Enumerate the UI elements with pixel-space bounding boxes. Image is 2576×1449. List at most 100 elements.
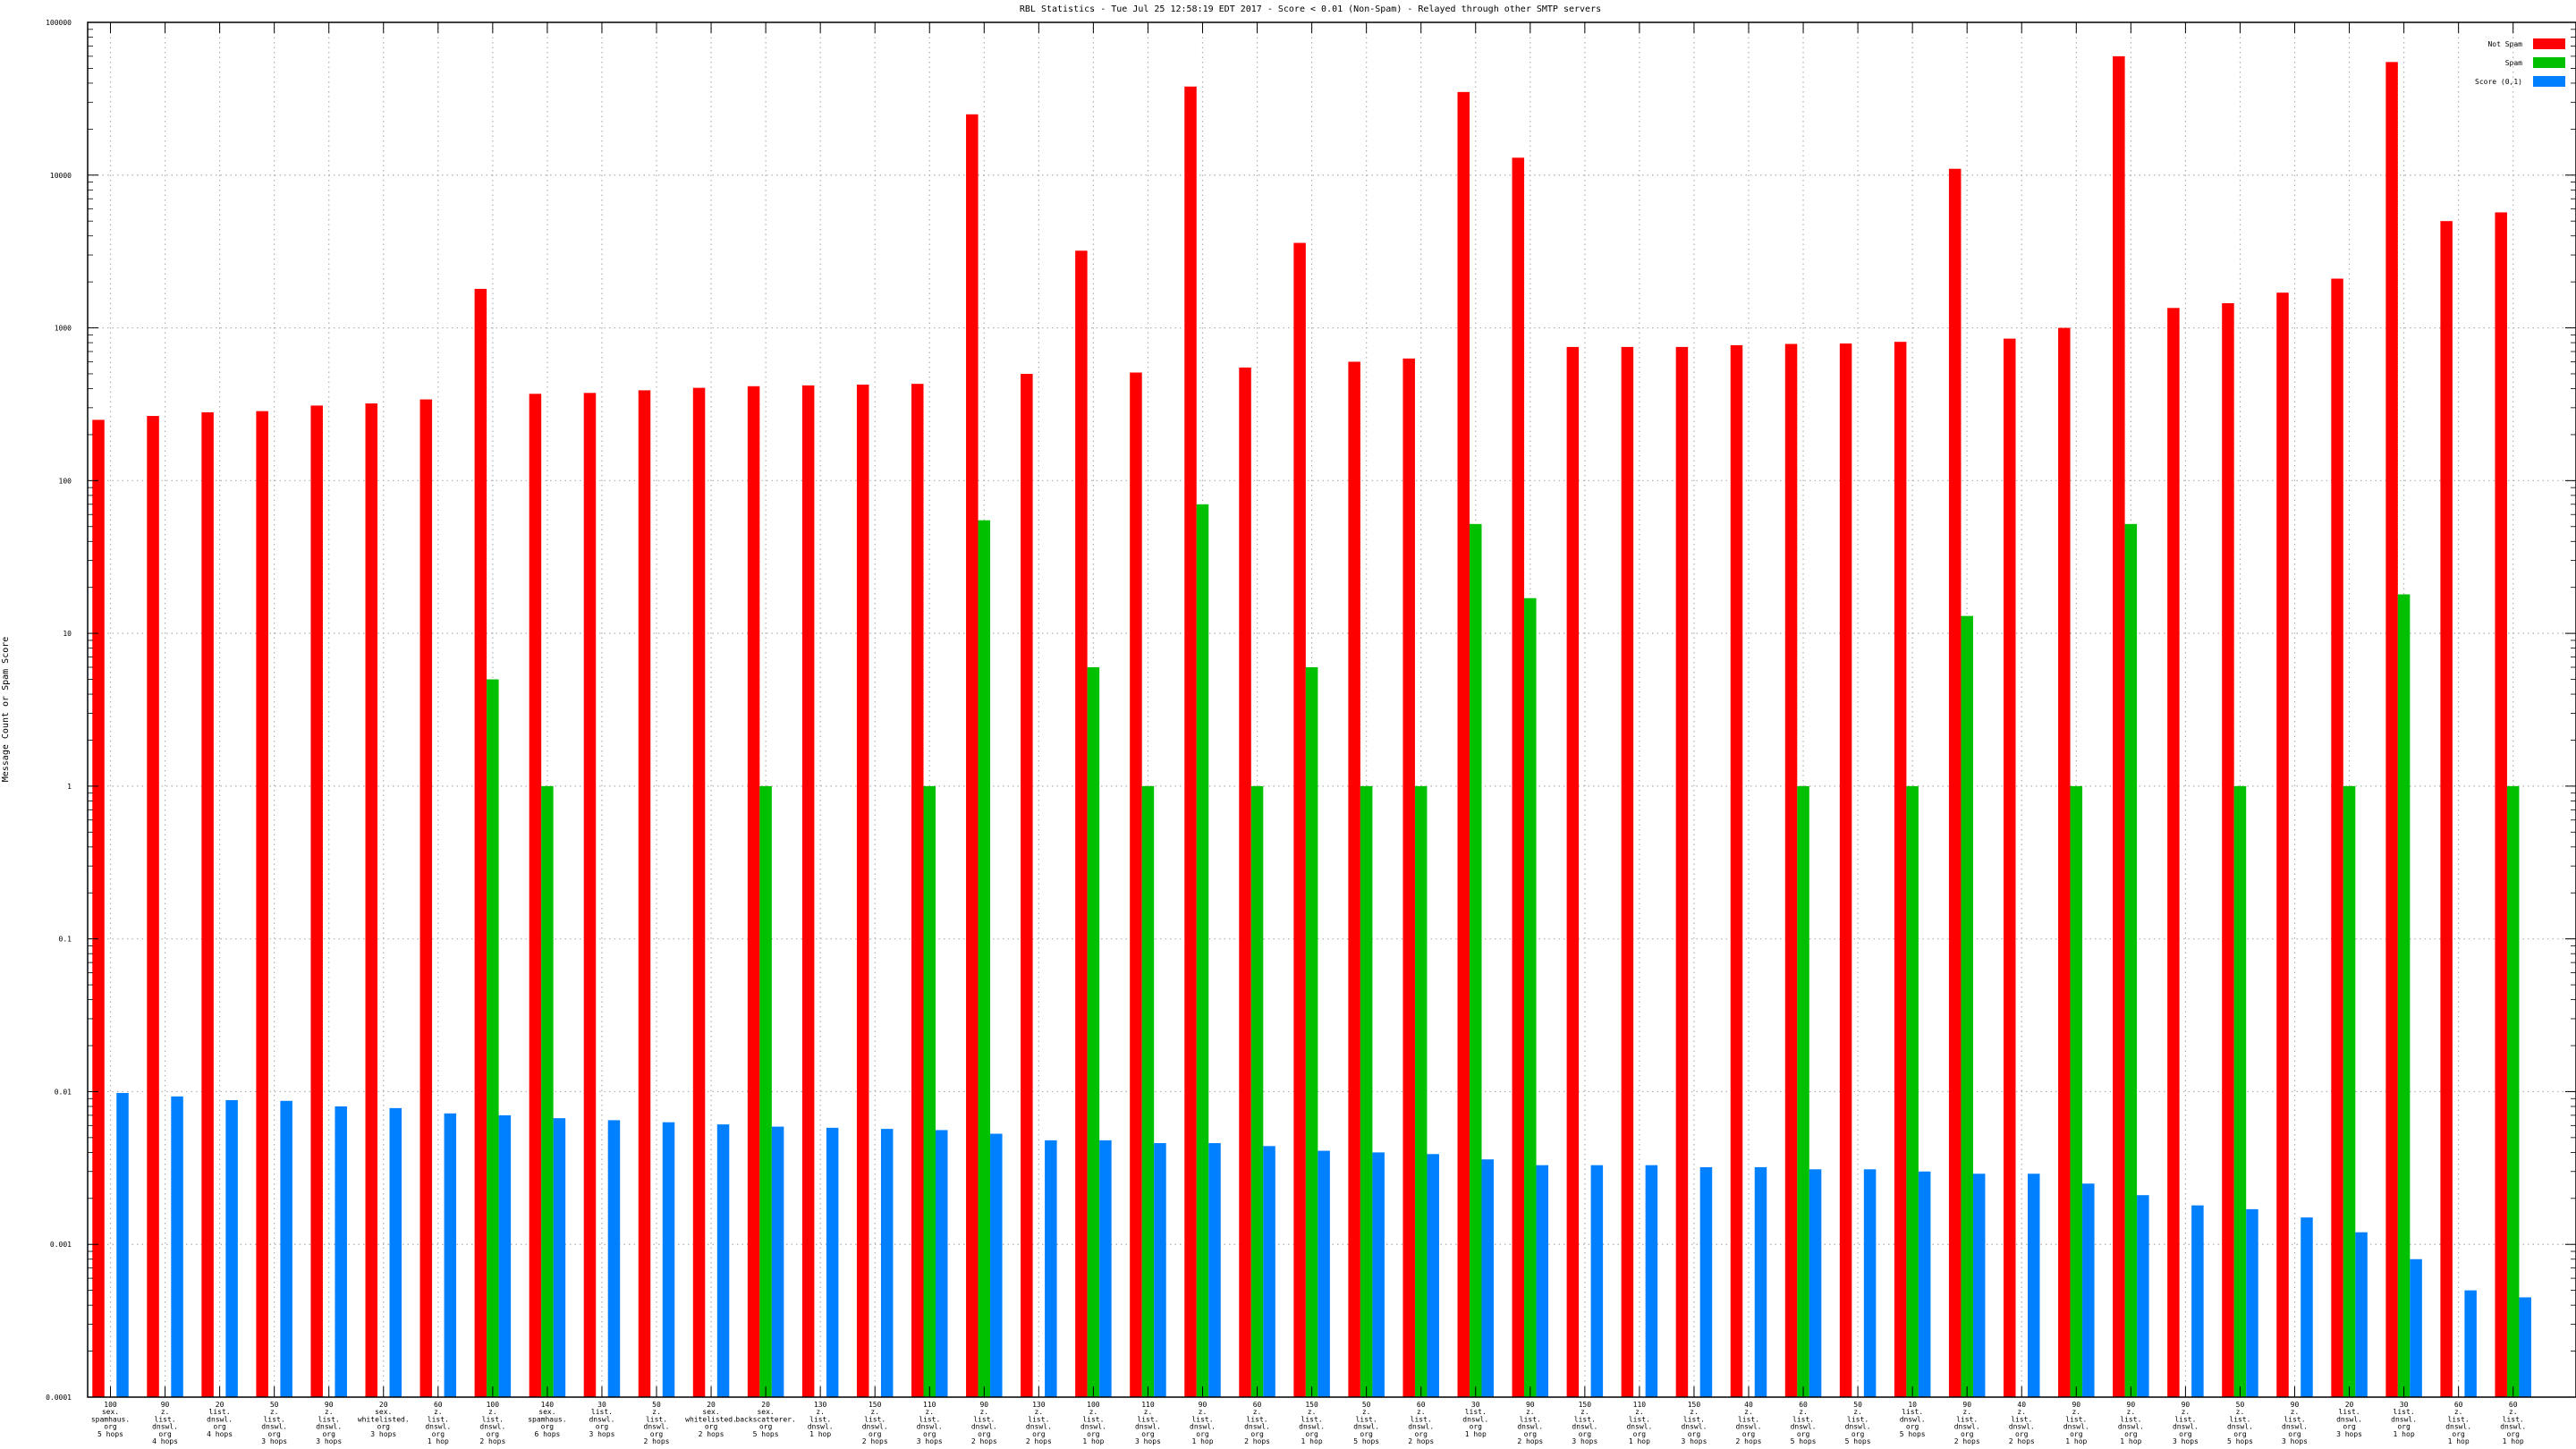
not-spam-bar: [419, 399, 433, 1397]
not-spam-bar: [474, 288, 487, 1397]
x-tick-label: 90 z. list. dnswl. org 3 hops: [2282, 1401, 2308, 1445]
score-bar: [389, 1107, 402, 1397]
x-tick-label: 20 sex. whitelisted. org 3 hops: [358, 1401, 410, 1438]
spam-bar: [1797, 785, 1809, 1397]
x-tick-label: 90 z. list. dnswl. org 2 hops: [1517, 1401, 1543, 1445]
spam-bar: [2343, 785, 2356, 1397]
score-bar: [498, 1114, 512, 1397]
score-bar: [990, 1133, 1003, 1397]
x-tick-label: 90 z. list. dnswl. org 2 hops: [971, 1401, 997, 1445]
not-spam-bar: [529, 394, 542, 1397]
spam-bar: [1360, 785, 1373, 1397]
not-spam-bar: [856, 385, 869, 1398]
score-bar: [1045, 1140, 1057, 1397]
x-tick-label: 110 z. list. dnswl. org 3 hops: [1135, 1401, 1161, 1445]
not-spam-bar: [966, 114, 979, 1397]
spam-bar: [978, 520, 991, 1397]
spam-bar: [1141, 785, 1155, 1397]
not-spam-bar: [1621, 346, 1634, 1397]
x-tick-label: 20 list. dnswl. org 3 hops: [2336, 1401, 2362, 1438]
score-bar: [1318, 1150, 1330, 1397]
not-spam-bar: [256, 411, 268, 1397]
x-tick-label: 90 z. list. dnswl. org 4 hops: [152, 1401, 178, 1445]
y-axis-ticks: 0.0001 0.001 0.01 0.1 1 10 100 1000 10000 100000: [46, 19, 2576, 1402]
spam-bar: [1196, 504, 1209, 1397]
score-bar: [1154, 1143, 1166, 1397]
x-axis-labels: 100 sex. spamhaus. org 5 hops 90 z. list. dnswl.…: [91, 22, 2526, 1445]
x-tick-label: 50 z. list. dnswl. org 3 hops: [261, 1401, 287, 1445]
x-tick-label: 60 z. list. dnswl. org 1 hop: [2500, 1401, 2526, 1445]
score-bar: [2082, 1183, 2095, 1397]
spam-bar: [541, 785, 554, 1397]
spam-bar: [487, 679, 499, 1397]
x-tick-label: 90 z. list. dnswl. org 1 hop: [1190, 1401, 1216, 1445]
legend-swatch: [2533, 76, 2565, 87]
y-tick-label: 100: [59, 477, 72, 485]
x-tick-label: 60 z. list. dnswl. org 1 hop: [2445, 1401, 2471, 1445]
not-spam-bar: [1512, 157, 1525, 1397]
x-tick-label: 60 z. list. dnswl. org 5 hops: [1791, 1401, 1817, 1445]
score-bar: [2410, 1258, 2422, 1397]
x-tick-label: 130 z. list. dnswl. 1 hop: [808, 1401, 834, 1438]
legend-label: Spam: [2505, 59, 2522, 67]
score-bar: [2246, 1208, 2258, 1397]
spam-bar: [2070, 785, 2083, 1397]
not-spam-bar: [1184, 86, 1197, 1397]
not-spam-bar: [1021, 373, 1033, 1397]
score-bar: [1481, 1159, 1494, 1397]
not-spam-bar: [1239, 367, 1251, 1397]
x-tick-label: 40 z. list. dnswl. org 2 hops: [2009, 1401, 2035, 1445]
score-bar: [662, 1122, 675, 1397]
y-tick-label: 0.001: [50, 1241, 72, 1249]
legend-swatch: [2533, 38, 2565, 49]
not-spam-bar: [2495, 212, 2507, 1397]
x-tick-label: 50 z. list. dnswl. org 5 hops: [1845, 1401, 1871, 1445]
legend-swatch: [2533, 57, 2565, 68]
x-tick-label: 100 z. list. dnswl. org 1 hop: [1080, 1401, 1106, 1445]
x-tick-label: 60 z. list. dnswl. org 2 hops: [1244, 1401, 1270, 1445]
spam-bar: [1305, 666, 1318, 1397]
score-bar: [1918, 1171, 1931, 1397]
score-bar: [936, 1130, 948, 1397]
score-bar: [116, 1092, 129, 1397]
score-bar: [2519, 1297, 2531, 1397]
not-spam-bar: [1130, 372, 1142, 1397]
x-tick-label: 100 sex. spamhaus. org 5 hops: [91, 1401, 130, 1438]
not-spam-bar: [583, 393, 597, 1398]
x-tick-label: 30 list. dnswl. org 1 hop: [2391, 1401, 2417, 1438]
not-spam-bar: [801, 385, 815, 1397]
score-bar: [607, 1120, 621, 1397]
x-tick-label: 90 z. list. dnswl. org 1 hop: [2118, 1401, 2144, 1445]
spam-bar: [759, 785, 772, 1397]
score-bar: [1754, 1166, 1767, 1397]
score-bar: [1372, 1152, 1385, 1397]
y-tick-label: 0.1: [59, 936, 72, 944]
legend-label: Not Spam: [2487, 40, 2522, 48]
x-tick-label: 50 z. list. dnswl. org 5 hops: [1353, 1401, 1379, 1445]
y-tick-label: 1000: [55, 325, 72, 333]
not-spam-bar: [2222, 302, 2234, 1397]
spam-bar: [1961, 615, 1973, 1397]
y-axis-label: Message Count or Spam Score: [1, 637, 11, 783]
not-spam-bar: [147, 416, 159, 1397]
x-tick-label: 50 z. list. dnswl. org 2 hops: [644, 1401, 670, 1445]
score-bar: [1972, 1174, 1986, 1397]
x-tick-label: 30 list. dnswl. org 1 hop: [1462, 1401, 1488, 1438]
score-bar: [1809, 1169, 1822, 1397]
x-tick-label: 150 z. list. dnswl. org 1 hop: [1299, 1401, 1325, 1445]
not-spam-bar: [2331, 278, 2343, 1398]
score-bar: [1208, 1143, 1221, 1397]
not-spam-bar: [1675, 346, 1689, 1397]
x-tick-label: 20 sex. backscatterer. org 5 hops: [735, 1401, 795, 1438]
y-tick-label: 10000: [50, 172, 72, 180]
spam-bar: [2124, 523, 2138, 1397]
score-bar: [1590, 1165, 1604, 1397]
x-tick-label: 90 z. list. dnswl. org 2 hops: [1954, 1401, 1980, 1445]
y-tick-label: 0.0001: [46, 1394, 72, 1402]
not-spam-bar: [1894, 342, 1907, 1397]
score-bar: [2464, 1290, 2477, 1397]
score-bar: [2301, 1217, 2313, 1397]
x-tick-label: 30 list. dnswl. org 3 hops: [589, 1401, 614, 1438]
x-tick-label: 110 z. list. dnswl. org 1 hop: [1626, 1401, 1652, 1445]
not-spam-bar: [310, 405, 323, 1397]
